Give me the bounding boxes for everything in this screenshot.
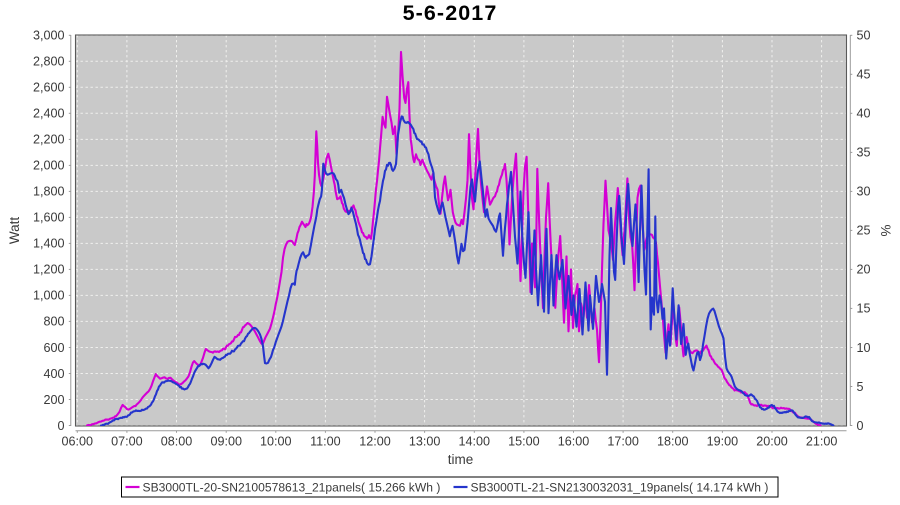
svg-text:06:00: 06:00 bbox=[62, 435, 94, 449]
svg-text:19:00: 19:00 bbox=[707, 435, 739, 449]
svg-text:40: 40 bbox=[857, 107, 871, 121]
svg-text:09:00: 09:00 bbox=[210, 435, 242, 449]
svg-text:600: 600 bbox=[43, 341, 64, 355]
svg-text:0: 0 bbox=[857, 419, 864, 433]
svg-text:0: 0 bbox=[57, 419, 64, 433]
svg-text:1,800: 1,800 bbox=[33, 185, 65, 199]
svg-text:5-6-2017: 5-6-2017 bbox=[403, 1, 498, 25]
svg-text:2,800: 2,800 bbox=[33, 55, 65, 69]
svg-text:800: 800 bbox=[43, 315, 64, 329]
svg-text:21:00: 21:00 bbox=[806, 435, 838, 449]
svg-text:10:00: 10:00 bbox=[260, 435, 292, 449]
svg-text:07:00: 07:00 bbox=[111, 435, 143, 449]
svg-text:17:00: 17:00 bbox=[607, 435, 639, 449]
svg-text:1,600: 1,600 bbox=[33, 211, 65, 225]
svg-text:11:00: 11:00 bbox=[310, 435, 341, 449]
svg-text:5: 5 bbox=[857, 380, 864, 394]
svg-text:1,400: 1,400 bbox=[33, 237, 65, 251]
svg-text:08:00: 08:00 bbox=[161, 435, 193, 449]
svg-text:SB3000TL-20-SN2100578613_21pan: SB3000TL-20-SN2100578613_21panels( 15.26… bbox=[143, 481, 441, 495]
svg-text:2,000: 2,000 bbox=[33, 159, 65, 173]
svg-text:%: % bbox=[878, 224, 893, 236]
svg-text:10: 10 bbox=[857, 341, 871, 355]
svg-text:14:00: 14:00 bbox=[459, 435, 491, 449]
svg-text:200: 200 bbox=[43, 393, 64, 407]
svg-text:16:00: 16:00 bbox=[558, 435, 590, 449]
svg-text:20:00: 20:00 bbox=[756, 435, 788, 449]
svg-text:15:00: 15:00 bbox=[508, 435, 540, 449]
svg-text:35: 35 bbox=[857, 146, 871, 160]
svg-text:12:00: 12:00 bbox=[359, 435, 391, 449]
svg-text:15: 15 bbox=[857, 302, 871, 316]
svg-text:400: 400 bbox=[43, 367, 64, 381]
svg-text:2,400: 2,400 bbox=[33, 107, 65, 121]
svg-text:30: 30 bbox=[857, 185, 871, 199]
svg-text:20: 20 bbox=[857, 263, 871, 277]
svg-text:45: 45 bbox=[857, 68, 871, 82]
svg-text:2,200: 2,200 bbox=[33, 133, 65, 147]
svg-text:25: 25 bbox=[857, 224, 871, 238]
svg-text:50: 50 bbox=[857, 29, 871, 43]
svg-text:3,000: 3,000 bbox=[33, 29, 65, 43]
svg-text:time: time bbox=[448, 452, 474, 467]
svg-text:18:00: 18:00 bbox=[657, 435, 689, 449]
svg-text:13:00: 13:00 bbox=[409, 435, 441, 449]
svg-text:SB3000TL-21-SN2130032031_19pan: SB3000TL-21-SN2130032031_19panels( 14.17… bbox=[471, 481, 769, 495]
svg-text:1,000: 1,000 bbox=[33, 289, 65, 303]
svg-text:Watt: Watt bbox=[7, 217, 22, 244]
svg-text:2,600: 2,600 bbox=[33, 81, 65, 95]
svg-text:1,200: 1,200 bbox=[33, 263, 65, 277]
